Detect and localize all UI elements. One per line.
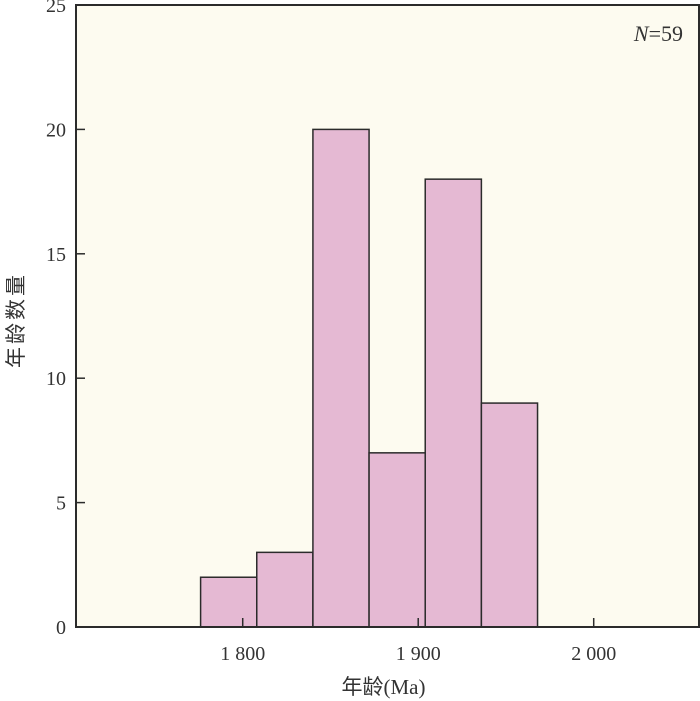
y-tick-label: 0: [56, 617, 66, 639]
histogram-bar: [199, 576, 258, 628]
histogram-bar: [368, 452, 426, 628]
annotation-italic: N: [633, 21, 650, 46]
y-tick-label: 20: [46, 119, 66, 141]
ticks-group: 0 5 10 15 20 25 1 800 1 900 2 000: [46, 0, 616, 665]
histogram-bar: [312, 128, 370, 628]
x-tick-label: 1 900: [396, 643, 441, 665]
plot-frame: [75, 4, 700, 628]
x-tick-label: 1 800: [220, 643, 265, 665]
y-tick-label: 5: [56, 493, 66, 515]
y-tick-label: 15: [46, 244, 66, 266]
y-axis-title: 年龄数量: [4, 272, 28, 368]
sample-count-annotation: N=59: [633, 21, 683, 46]
annotation-rest: =59: [649, 21, 683, 46]
x-axis-title: 年龄(Ma): [342, 675, 426, 699]
histogram-bar: [424, 178, 483, 628]
bars-group: [199, 128, 539, 628]
y-tick-label: 25: [46, 0, 66, 17]
histogram-bar: [480, 402, 539, 628]
y-tick-label: 10: [46, 368, 66, 390]
x-tick-label: 2 000: [571, 643, 616, 665]
histogram-bar: [256, 551, 314, 628]
